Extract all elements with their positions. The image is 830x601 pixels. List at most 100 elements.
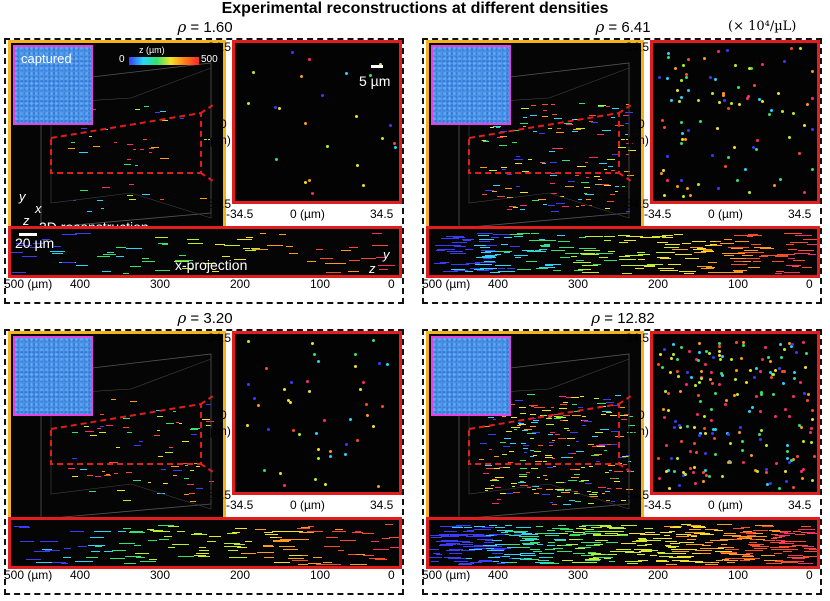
projection-trace [64, 547, 72, 549]
projection-trace [714, 550, 732, 552]
projection-trace [624, 551, 642, 553]
projection-trace [803, 550, 817, 552]
particle-trace [553, 418, 561, 420]
projection-trace [538, 557, 547, 559]
projection-trace [761, 526, 774, 528]
xy-projection-view: 5 µm [232, 40, 402, 204]
projection-trace [483, 544, 497, 546]
projection-trace [280, 539, 296, 541]
projection-trace [778, 542, 794, 544]
particle-dot [777, 366, 781, 370]
particle-trace [483, 425, 490, 427]
projection-trace [644, 266, 656, 268]
projection-trace [264, 557, 275, 559]
proj-tick-2: 300 [568, 277, 589, 291]
projection-trace [558, 525, 566, 527]
particle-trace [512, 141, 517, 143]
projection-trace [77, 545, 88, 547]
projection-trace [730, 258, 747, 260]
projection-trace [742, 257, 760, 259]
particle-trace [117, 490, 126, 492]
projection-trace [578, 526, 586, 528]
particle-dot [810, 128, 814, 132]
projection-trace [740, 536, 747, 538]
particle-dot [722, 93, 726, 97]
projection-trace [780, 543, 794, 545]
particle-dot [687, 58, 691, 62]
particle-trace [547, 173, 556, 175]
projection-trace [22, 255, 37, 257]
particle-trace [175, 421, 179, 423]
projection-trace [544, 263, 562, 265]
particle-trace [556, 496, 561, 498]
particle-trace [79, 190, 89, 192]
particle-trace [523, 125, 527, 127]
projection-trace [558, 241, 571, 243]
particle-dot [710, 92, 714, 96]
projection-trace [656, 561, 670, 563]
particle-trace [485, 189, 495, 191]
particle-dot [681, 473, 685, 477]
particle-dot [710, 419, 714, 423]
particle-dot [769, 481, 773, 485]
particle-trace [511, 416, 517, 418]
projection-trace [742, 555, 754, 557]
projection-trace [637, 259, 645, 261]
projection-trace [197, 555, 211, 557]
projection-trace [538, 240, 556, 242]
proj-tick-0: 500 (µm) [4, 568, 53, 582]
particle-trace [480, 442, 487, 444]
particle-trace [576, 450, 584, 452]
projection-trace [442, 271, 459, 273]
particle-dot [682, 64, 686, 68]
particle-trace [564, 428, 569, 430]
projection-trace [489, 525, 497, 527]
particle-dot [755, 138, 759, 142]
particle-trace [493, 126, 502, 128]
projection-trace [581, 561, 598, 563]
particle-trace [575, 206, 580, 208]
projection-trace [448, 552, 462, 554]
projection-trace [349, 259, 360, 261]
particle-trace [113, 141, 118, 143]
particle-dot [765, 482, 769, 486]
projection-trace [53, 246, 62, 248]
particle-dot [760, 428, 764, 432]
projection-trace [620, 264, 634, 266]
projection-trace [598, 530, 607, 532]
projection-trace [732, 535, 749, 537]
particle-trace [533, 130, 538, 132]
projection-trace [587, 552, 602, 554]
projection-trace [681, 556, 694, 558]
projection-trace [574, 270, 583, 272]
particle-dot [694, 357, 698, 361]
particle-dot [768, 359, 772, 363]
particle-trace [556, 490, 565, 492]
particle-dot [791, 485, 795, 489]
projection-trace [481, 252, 491, 254]
projection-trace [436, 554, 443, 556]
particle-trace [563, 503, 572, 505]
projection-trace [167, 526, 179, 528]
particle-dot [740, 440, 744, 444]
particle-trace [172, 410, 177, 412]
projection-trace [331, 530, 347, 532]
projection-trace [731, 247, 744, 249]
particle-dot [673, 419, 677, 423]
proj-tick-3: 200 [230, 568, 251, 582]
particle-trace [499, 466, 505, 468]
particle-dot [810, 417, 814, 421]
projection-trace [513, 235, 523, 237]
xy-tick-bottom: -34.5 [621, 197, 649, 211]
particle-trace [605, 491, 610, 493]
particle-dot [729, 358, 733, 362]
projection-trace [797, 250, 814, 252]
projection-trace [474, 269, 485, 271]
particle-dot [697, 98, 701, 102]
projection-trace [129, 265, 142, 267]
proj-tick-2: 300 [568, 568, 589, 582]
particle-trace [553, 414, 560, 416]
particle-trace [545, 456, 553, 458]
projection-trace [202, 263, 216, 265]
projection-trace [692, 248, 705, 250]
